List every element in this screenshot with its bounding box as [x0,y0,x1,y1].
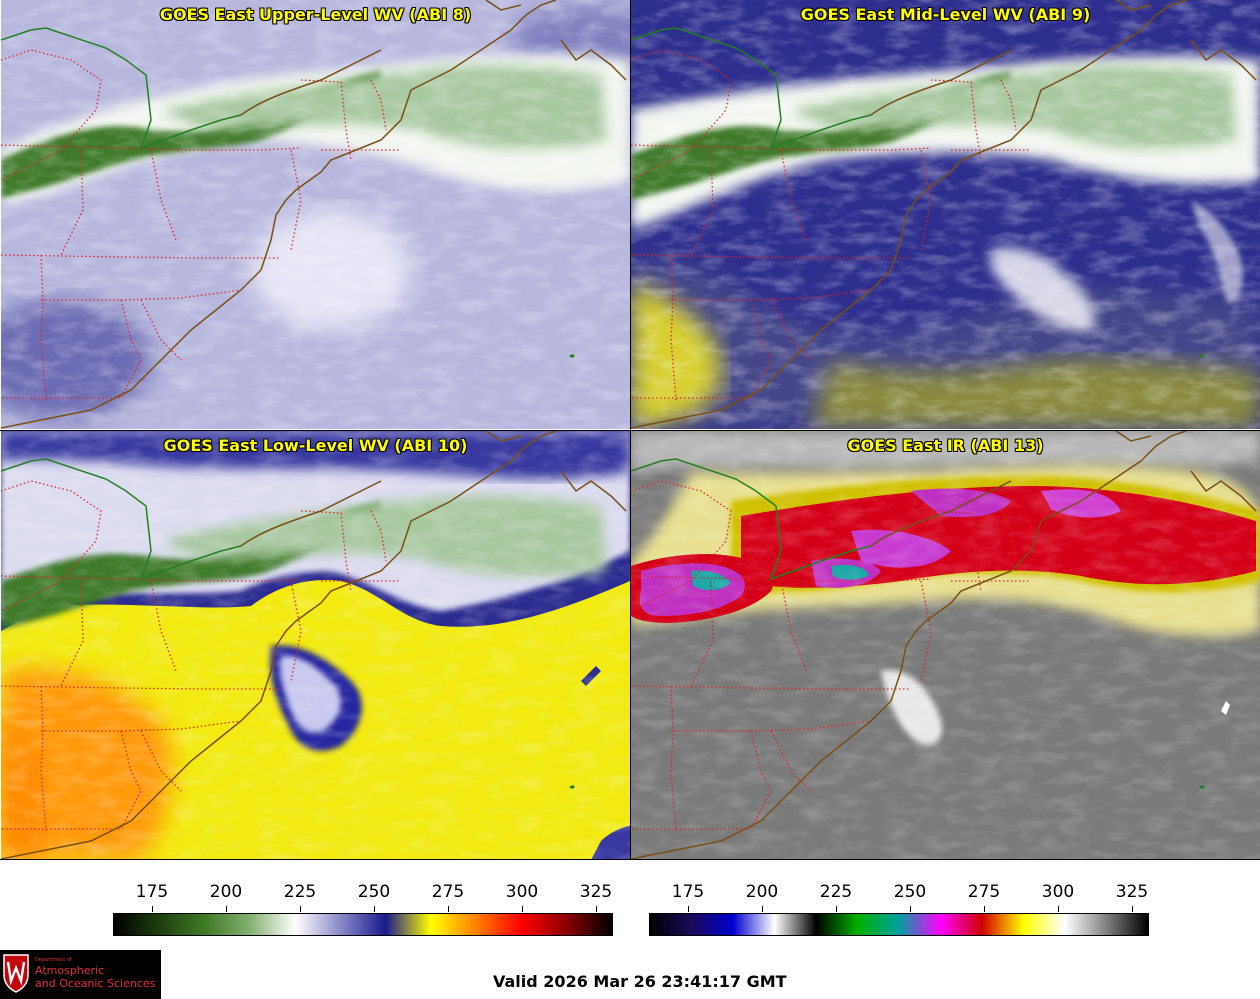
logo-line1: Department of [35,957,72,963]
panel-divider-horizontal [0,430,1260,431]
upper-wv-panel: GOES East Upper-Level WV (ABI 8) [1,0,630,429]
ir-colorbar-tick [1132,906,1133,912]
wv-colorbar-tick-label: 300 [505,882,539,902]
wv-colorbar-tick [374,906,375,912]
mid-wv-panel: GOES East Mid-Level WV (ABI 9) [631,0,1260,429]
upper-wv-image [1,0,630,429]
upper-wv-borders [1,0,627,429]
wv-colorbar-tick [448,906,449,912]
low-wv-title: GOES East Low-Level WV (ABI 10) [163,436,468,455]
low-wv-borders [1,431,627,860]
wv-colorbar-tick-label: 325 [579,882,613,902]
low-wv-image [1,431,630,860]
ir-colorbar-tick [1058,906,1059,912]
wv-colorbar [113,913,613,936]
ir-colorbar-tick-label: 175 [671,882,705,902]
mid-wv-borders [631,0,1257,429]
uw-crest-icon [3,954,29,993]
ir-borders [631,431,1257,860]
ir-colorbar-tick [762,906,763,912]
ir-panel: GOES East IR (ABI 13) [631,431,1260,860]
wv-colorbar-tick-label: 275 [431,882,465,902]
ir-colorbar-tick [910,906,911,912]
upper-wv-title: GOES East Upper-Level WV (ABI 8) [159,5,472,24]
ir-title: GOES East IR (ABI 13) [847,436,1044,455]
mid-wv-bermuda [1199,354,1205,358]
ir-colorbar-tick [836,906,837,912]
ir-colorbar-tick-label: 225 [819,882,853,902]
ir-colorbar-tick-label: 325 [1115,882,1149,902]
wv-colorbar-tick [300,906,301,912]
wv-colorbar-tick [152,906,153,912]
wv-colorbar-tick-label: 250 [357,882,391,902]
ir-bermuda [1199,785,1205,789]
ir-image [631,431,1260,860]
ir-colorbar-tick-label: 200 [745,882,779,902]
valid-time: Valid 2026 Mar 26 23:41:17 GMT [493,972,787,991]
wv-colorbar-tick-label: 200 [209,882,243,902]
wv-colorbar-tick-label: 175 [135,882,169,902]
ir-colorbar [649,913,1149,936]
logo-line3: and Oceanic Sciences [35,977,156,990]
ir-colorbar-tick-label: 300 [1041,882,1075,902]
panel-border-bottom [0,859,1260,860]
low-wv-panel: GOES East Low-Level WV (ABI 10) [1,431,630,860]
wv-colorbar-tick [522,906,523,912]
ir-colorbar-tick [984,906,985,912]
ir-colorbar-tick-label: 250 [893,882,927,902]
upper-wv-bermuda [569,354,575,358]
wv-colorbar-tick [226,906,227,912]
logo-line2: Atmospheric [35,964,105,977]
low-wv-bermuda [569,785,575,789]
ir-colorbar-tick-label: 275 [967,882,1001,902]
mid-wv-image [631,0,1260,429]
ir-colorbar-tick [688,906,689,912]
wv-colorbar-tick [596,906,597,912]
wv-colorbar-tick-label: 225 [283,882,317,902]
mid-wv-title: GOES East Mid-Level WV (ABI 9) [800,5,1091,24]
aos-logo: Department of Atmospheric and Oceanic Sc… [0,950,161,999]
